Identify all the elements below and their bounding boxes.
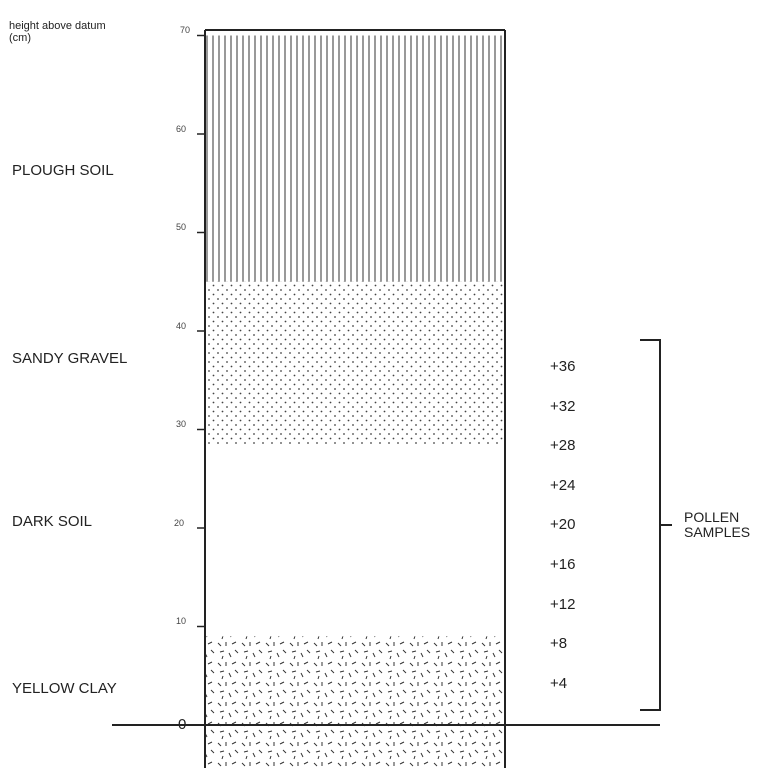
sample-marker: + xyxy=(550,596,559,613)
sample-marker: + xyxy=(550,556,559,573)
axis-ticks xyxy=(197,34,205,628)
pollen-sample: +36 xyxy=(550,358,575,375)
pollen-sample: +12 xyxy=(550,596,575,613)
sample-marker: + xyxy=(550,358,559,375)
sample-marker: + xyxy=(550,437,559,454)
pollen-sample: +24 xyxy=(550,477,575,494)
tick-label-50: 50 xyxy=(176,222,187,232)
tick-label-60: 60 xyxy=(176,124,187,134)
sample-height: 28 xyxy=(558,437,576,454)
layer-label-plough-soil: PLOUGH SOIL xyxy=(12,162,114,179)
sample-height: 16 xyxy=(558,556,576,573)
sample-marker: + xyxy=(550,675,559,692)
pollen-sample: +8 xyxy=(550,635,567,652)
pollen-sample: +32 xyxy=(550,398,575,415)
sample-marker: + xyxy=(550,635,559,652)
soil-layer-dark-soil xyxy=(206,444,504,637)
sample-height: 4 xyxy=(558,675,568,692)
soil-layer-yellow-clay xyxy=(206,636,504,768)
pollen-bracket xyxy=(640,339,661,711)
sample-height: 32 xyxy=(558,398,576,415)
axis-title: height above datum (cm) xyxy=(9,20,106,44)
pollen-label-line2: SAMPLES xyxy=(684,524,751,540)
layer-label-yellow-clay: YELLOW CLAY xyxy=(12,680,117,697)
sample-height: 8 xyxy=(558,635,568,652)
sample-height: 20 xyxy=(558,516,576,533)
sample-marker: + xyxy=(550,477,559,494)
tick-label-10: 10 xyxy=(176,616,187,626)
pollen-samples-label: POLLEN SAMPLES xyxy=(684,510,750,540)
layer-label-dark-soil: DARK SOIL xyxy=(12,513,93,530)
tick-label-30: 30 xyxy=(176,419,187,429)
pollen-sample: +16 xyxy=(550,556,575,573)
tick-label-20: 20 xyxy=(174,518,185,528)
tick-label-70: 70 xyxy=(180,25,191,35)
pollen-sample: +28 xyxy=(550,437,575,454)
pollen-label-line1: POLLEN xyxy=(684,509,740,525)
sample-height: 24 xyxy=(558,477,576,494)
pollen-sample: +20 xyxy=(550,516,575,533)
tick-label-40: 40 xyxy=(176,321,187,331)
pollen-sample: +4 xyxy=(550,675,567,692)
soil-layer-sandy-gravel xyxy=(206,281,504,445)
soil-layer-plough-soil xyxy=(206,35,504,282)
sample-height: 12 xyxy=(558,596,576,613)
datum-zero-label: 0 xyxy=(178,716,187,733)
layers-group xyxy=(206,35,504,768)
axis-title-line2: (cm) xyxy=(9,32,31,44)
sample-height: 36 xyxy=(558,358,576,375)
axis-title-line1: height above datum xyxy=(9,20,106,32)
sample-marker: + xyxy=(550,516,559,533)
layer-label-sandy-gravel: SANDY GRAVEL xyxy=(12,350,128,367)
sample-marker: + xyxy=(550,398,559,415)
